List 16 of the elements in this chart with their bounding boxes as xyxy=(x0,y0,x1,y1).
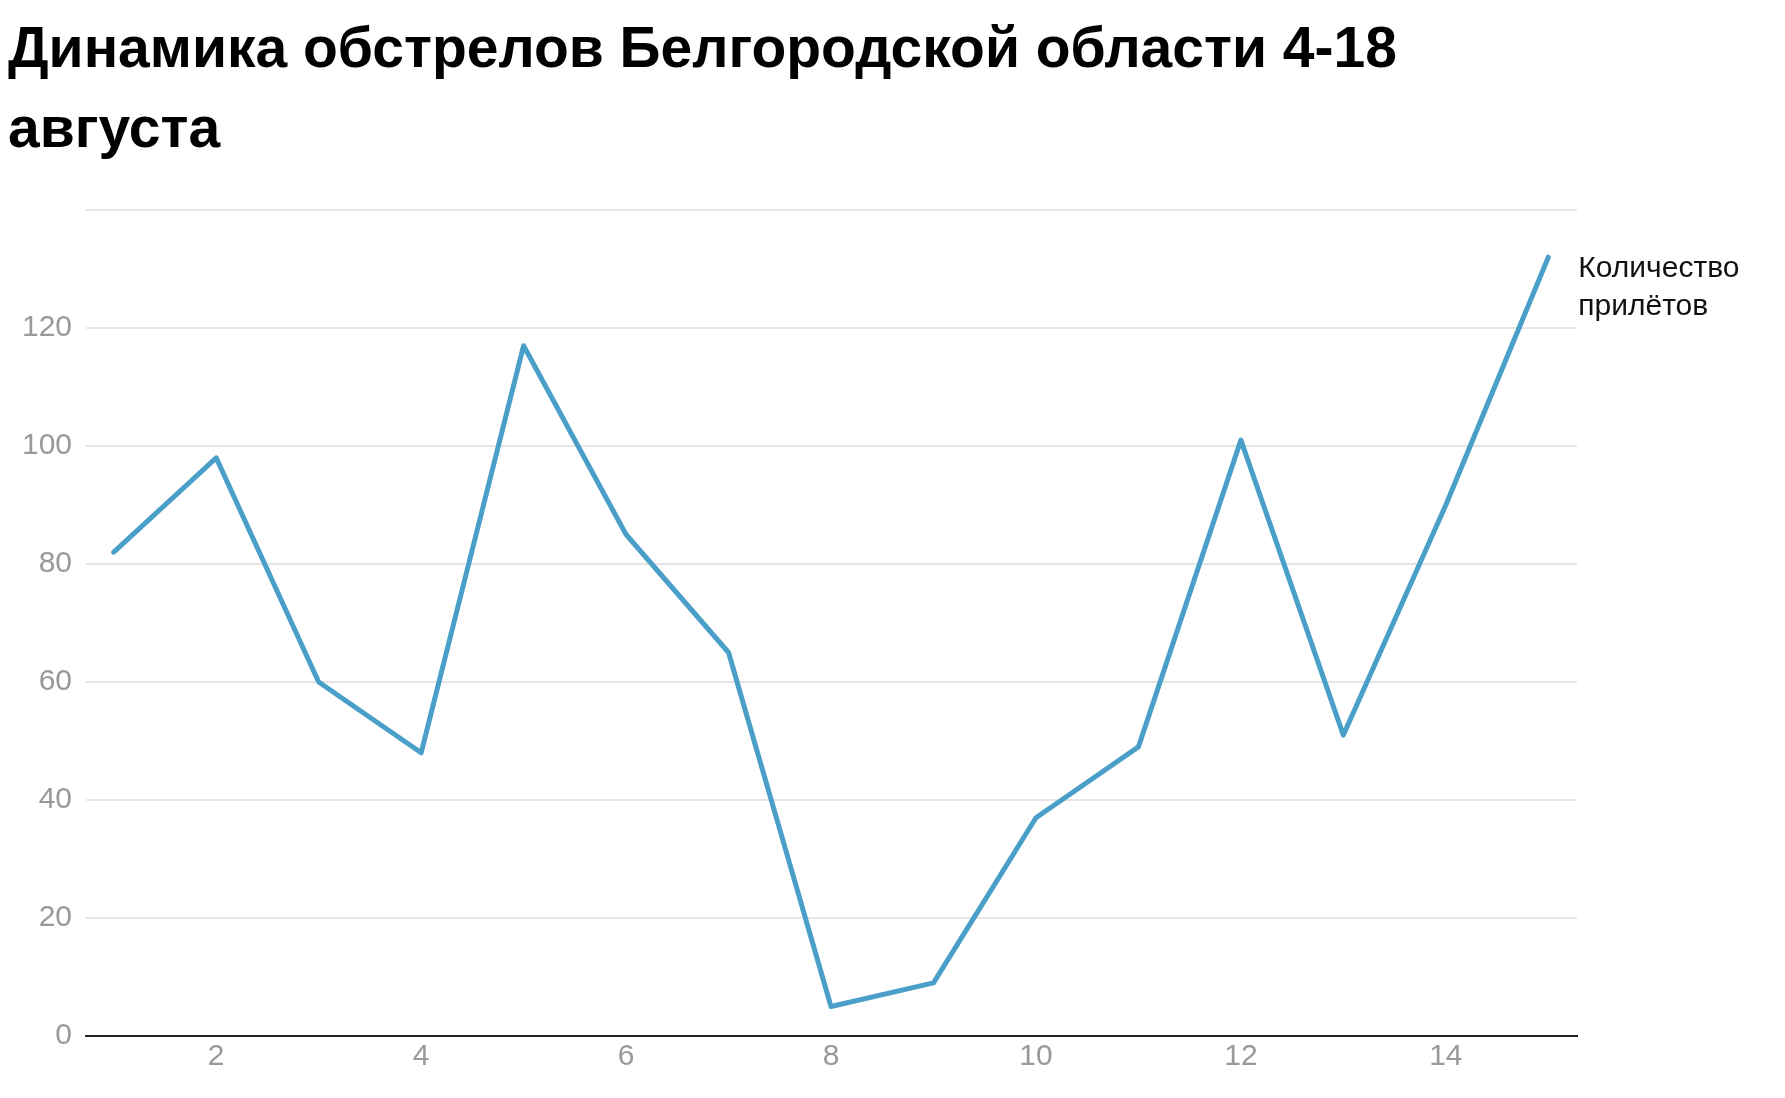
x-tick-label: 4 xyxy=(412,1037,430,1071)
y-tick-label: 100 xyxy=(21,426,73,460)
x-tick-label: 14 xyxy=(1429,1037,1463,1071)
x-tick-label: 12 xyxy=(1224,1037,1258,1071)
x-tick-label: 2 xyxy=(207,1037,225,1071)
series-label: Количество прилётов xyxy=(1578,250,1740,322)
x-tick-label: 8 xyxy=(822,1037,840,1071)
y-tick-label: 80 xyxy=(38,544,73,578)
x-tick-label: 10 xyxy=(1019,1037,1053,1071)
y-tick-label: 20 xyxy=(38,898,73,932)
x-tick-label: 6 xyxy=(617,1037,635,1071)
chart-title: Динамика обстрелов Белгородской области 4-18 августа xyxy=(8,14,1398,161)
y-tick-label: 40 xyxy=(38,780,73,814)
y-tick-label: 0 xyxy=(55,1016,73,1050)
y-tick-label: 120 xyxy=(21,308,73,342)
y-tick-label: 60 xyxy=(38,662,73,696)
